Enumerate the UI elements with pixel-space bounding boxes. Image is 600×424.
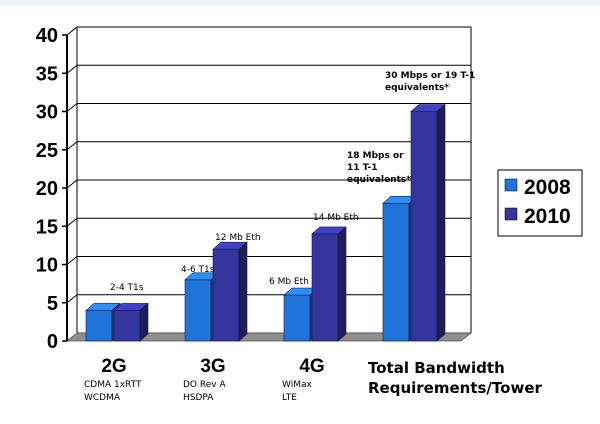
legend-swatch-2010: [504, 207, 518, 221]
category-sublabel: LTE: [282, 393, 297, 403]
y-tick-label: 25: [36, 140, 58, 162]
y-tick-label: 30: [36, 102, 58, 124]
bar-annotation: 12 Mb Eth: [215, 233, 261, 243]
bar-2008-2: [283, 294, 311, 342]
y-tick-label: 0: [47, 331, 58, 353]
bar-2010-3: [410, 111, 438, 342]
y-tick-label: 10: [36, 255, 58, 277]
category-sublabel: WCDMA: [84, 393, 121, 403]
bar-annotation: 6 Mb Eth: [269, 277, 309, 287]
bar-annotation: 14 Mb Eth: [313, 213, 359, 223]
category-label-3G: 3G: [200, 356, 225, 377]
legend-label-2008: 2008: [524, 176, 571, 199]
bar-annotation: equivalents*: [385, 83, 449, 93]
bar-side-2010-2: [337, 226, 347, 342]
bar-2008-0: [85, 310, 113, 342]
bar-2010-0: [113, 310, 141, 342]
category-label-4G: 4G: [299, 356, 324, 377]
bar-2008-3: [382, 203, 410, 342]
bar-annotation: 2-4 T1s: [110, 283, 144, 293]
top-strip: [0, 0, 600, 6]
bar-annotation: 30 Mbps or 19 T-1: [385, 71, 475, 81]
y-tick-label: 15: [36, 216, 58, 238]
bar-side-2010-0: [139, 302, 149, 342]
bar-annotation: 18 Mbps or: [347, 151, 404, 161]
gridline-side: [66, 26, 78, 36]
category-label-2G: 2G: [101, 356, 126, 377]
bar-annotation: 11 T-1: [347, 163, 377, 173]
x-axis-title: Total Bandwidth: [368, 359, 505, 377]
category-sublabel: DO Rev A: [183, 380, 226, 390]
x-axis-title: Requirements/Tower: [368, 379, 542, 397]
gridline-side: [66, 217, 78, 227]
gridline-side: [66, 256, 78, 265]
bar-annotation: equivalents*: [347, 175, 411, 185]
gridline-side: [66, 64, 78, 74]
bar-side-2010-3: [436, 103, 446, 342]
bar-2008-1: [184, 279, 212, 342]
category-sublabel: WiMax: [282, 380, 312, 390]
legend-label-2010: 2010: [524, 205, 571, 228]
y-tick-label: 5: [47, 293, 58, 315]
gridline-side: [66, 179, 78, 189]
gridline-side: [66, 141, 78, 151]
legend-swatch-2008: [504, 178, 518, 192]
bar-annotation: 4-6 T1s: [181, 265, 215, 275]
gridline-side: [66, 294, 78, 304]
category-sublabel: HSDPA: [183, 393, 214, 403]
bar-2010-1: [212, 248, 240, 342]
gridline-side: [66, 103, 78, 112]
category-sublabel: CDMA 1xRTT: [84, 380, 142, 390]
y-tick-label: 35: [36, 63, 58, 85]
y-tick-label: 20: [36, 178, 58, 200]
y-tick-label: 40: [36, 25, 58, 47]
bar-side-2010-1: [238, 241, 248, 342]
bar-2010-2: [311, 233, 339, 342]
